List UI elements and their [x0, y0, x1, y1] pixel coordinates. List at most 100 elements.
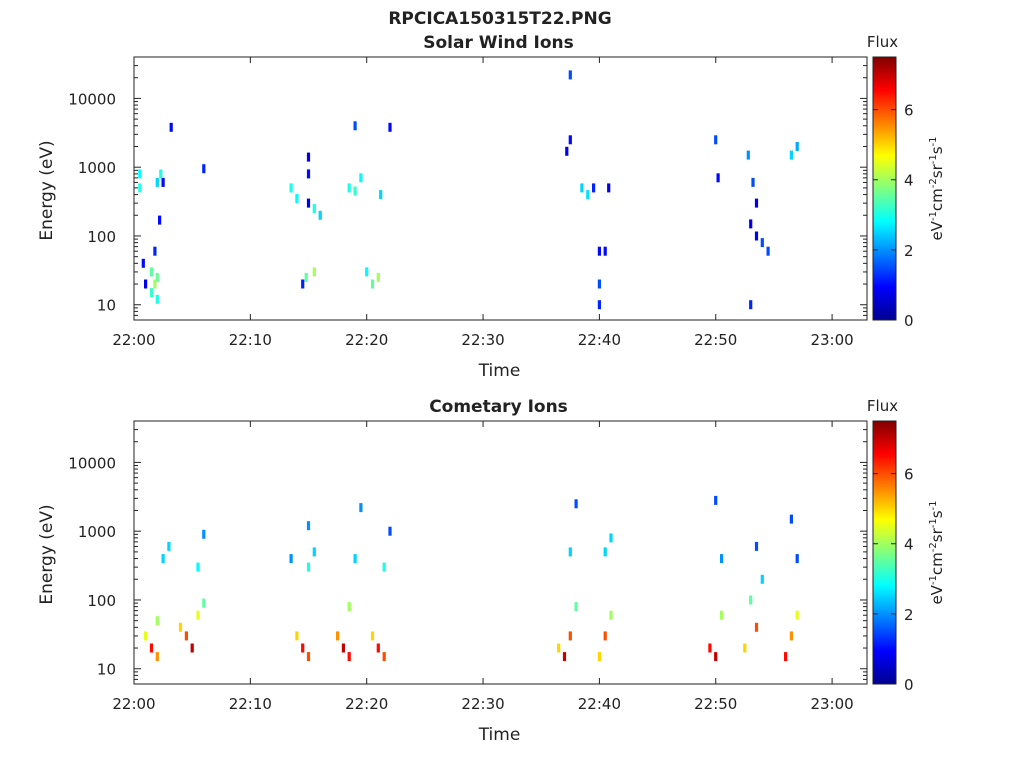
data-cell-46 — [714, 135, 718, 145]
plot-frame — [133, 56, 868, 321]
x-tick-label-6: 23:00 — [810, 331, 853, 349]
data-cell-21 — [341, 643, 345, 653]
data-cell-22 — [306, 198, 311, 208]
unit-base: sr — [928, 527, 946, 542]
data-cell-17 — [295, 194, 299, 203]
data-cell-37 — [568, 70, 572, 80]
x-tick-label-3: 22:30 — [461, 695, 504, 713]
data-cell-44 — [720, 610, 724, 620]
unit-base: cm — [928, 188, 946, 211]
data-cell-47 — [716, 173, 720, 183]
data-cell-16 — [289, 183, 293, 193]
unit-superscript: -2 — [928, 542, 939, 552]
data-cell-10 — [202, 598, 206, 608]
x-tick-label-4: 22:40 — [578, 331, 621, 349]
data-cell-15 — [202, 164, 206, 174]
data-cell-31 — [370, 279, 375, 289]
y-tick-label-3: 10000 — [68, 454, 116, 472]
data-cell-51 — [760, 574, 764, 584]
data-cell-34 — [388, 122, 392, 132]
data-cell-23 — [312, 204, 316, 214]
data-cell-11 — [202, 529, 206, 539]
data-cell-45 — [720, 554, 724, 564]
data-cell-52 — [754, 198, 759, 208]
data-cell-11 — [159, 169, 163, 179]
data-cell-16 — [306, 652, 311, 662]
data-cell-20 — [306, 169, 311, 179]
data-cell-25 — [318, 210, 322, 220]
data-cell-18 — [306, 521, 311, 531]
data-cell-4 — [149, 267, 154, 277]
data-cell-48 — [746, 150, 750, 160]
data-cell-53 — [754, 231, 759, 241]
data-cell-5 — [167, 541, 171, 551]
y-tick-label-1: 100 — [87, 228, 116, 246]
data-cell-0 — [138, 169, 142, 179]
data-cell-19 — [304, 272, 308, 282]
colorbar-tick-label-0: 0 — [904, 312, 914, 330]
unit-superscript: -1 — [928, 136, 939, 146]
data-cell-41 — [609, 533, 613, 543]
x-tick-label-0: 22:00 — [112, 331, 155, 349]
data-cell-27 — [376, 643, 380, 653]
colorbar-tick-label-1: 2 — [904, 242, 914, 260]
x-tick-label-2: 22:20 — [345, 695, 388, 713]
data-cell-47 — [743, 643, 747, 653]
data-cell-32 — [376, 272, 380, 282]
unit-superscript: -1 — [928, 500, 939, 510]
x-tick-label-5: 22:50 — [694, 695, 737, 713]
data-cell-36 — [568, 135, 572, 145]
plot-frame — [133, 420, 868, 685]
unit-base: eV — [928, 584, 946, 604]
data-cell-55 — [766, 246, 770, 256]
data-cell-28 — [359, 173, 363, 183]
colorbar-tick-label-3: 6 — [904, 102, 914, 120]
data-cell-45 — [603, 246, 607, 256]
data-cell-56 — [789, 514, 793, 524]
data-cell-54 — [760, 238, 764, 248]
data-cell-37 — [597, 652, 601, 662]
colorbar-gradient — [872, 420, 897, 685]
unit-base: s — [928, 510, 946, 518]
data-cell-9 — [196, 610, 200, 620]
data-cell-3 — [155, 616, 159, 626]
data-cell-12 — [161, 177, 165, 187]
y-tick-label-0: 10 — [97, 661, 116, 679]
data-cell-15 — [301, 643, 305, 653]
data-cell-19 — [312, 547, 316, 557]
data-cell-50 — [754, 541, 759, 551]
y-tick-label-2: 1000 — [78, 159, 116, 177]
y-axis-label: Energy (eV) — [37, 504, 57, 604]
data-cell-38 — [603, 631, 607, 641]
x-axis-label: Time — [478, 361, 521, 381]
data-cell-18 — [301, 279, 305, 289]
data-cell-30 — [365, 267, 369, 277]
data-cell-50 — [749, 300, 753, 310]
data-cell-48 — [749, 595, 753, 605]
data-cell-38 — [580, 183, 584, 193]
data-cell-12 — [196, 562, 200, 572]
unit-superscript: -2 — [928, 178, 939, 188]
unit-base: eV — [928, 220, 946, 240]
x-tick-label-4: 22:40 — [578, 695, 621, 713]
spectrogram-cells — [138, 70, 799, 310]
data-cell-40 — [592, 183, 596, 193]
data-cell-42 — [597, 279, 601, 289]
unit-base: sr — [928, 163, 946, 178]
data-cell-43 — [597, 300, 601, 310]
spectrogram-cells — [144, 495, 799, 662]
data-cell-41 — [597, 246, 601, 256]
data-cell-14 — [295, 631, 299, 641]
data-cell-26 — [347, 183, 351, 193]
data-cell-32 — [562, 652, 567, 662]
data-cell-23 — [347, 602, 351, 612]
data-cell-13 — [289, 554, 293, 564]
data-cell-40 — [603, 547, 607, 557]
y-axis-label: Energy (eV) — [37, 140, 57, 240]
data-cell-27 — [353, 186, 357, 196]
data-cell-5 — [149, 288, 154, 298]
colorbar-tick-label-3: 6 — [904, 466, 914, 484]
